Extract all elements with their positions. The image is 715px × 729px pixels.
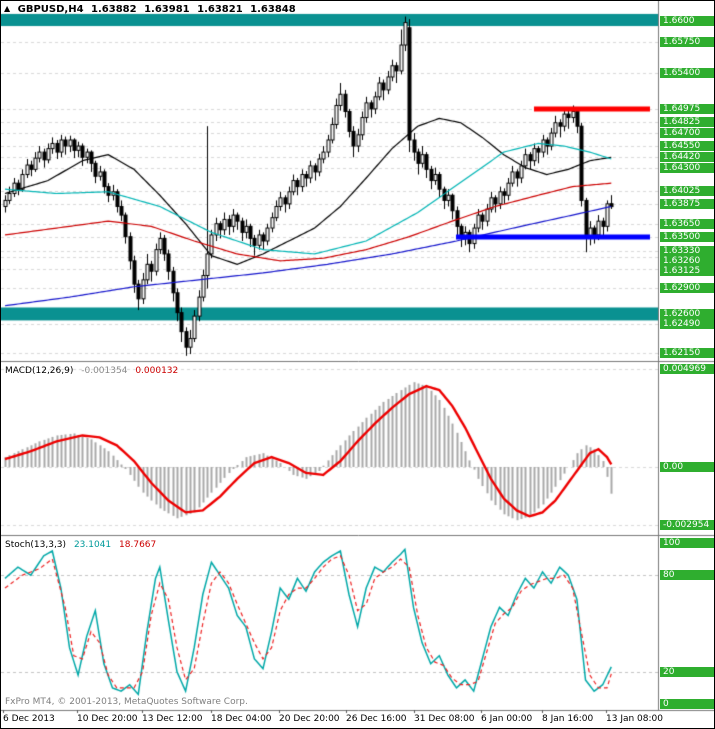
macd-axis-label: -0.002954 bbox=[660, 520, 714, 530]
price-axis-label: 1.65750 bbox=[660, 37, 714, 47]
price-axis-label: 1.63875 bbox=[660, 199, 714, 209]
chart-open-value: 1.63882 bbox=[91, 4, 137, 15]
price-axis-label: 1.64700 bbox=[660, 128, 714, 138]
macd-indicator-label: MACD(12,26,9) -0.001354 0.000132 bbox=[5, 366, 183, 376]
macd-name: MACD(12,26,9) bbox=[5, 366, 74, 376]
price-axis-label: 1.64825 bbox=[660, 117, 714, 127]
price-axis-label: 1.64550 bbox=[660, 141, 714, 151]
price-axis-label: 1.62150 bbox=[660, 348, 714, 358]
price-axis-label: 1.62900 bbox=[660, 283, 714, 293]
price-axis-label: 1.62490 bbox=[660, 319, 714, 329]
price-axis-label: 1.62600 bbox=[660, 309, 714, 319]
price-axis-label: 1.64975 bbox=[660, 104, 714, 114]
time-axis-label: 18 Dec 04:00 bbox=[211, 714, 272, 724]
price-axis-label: 1.63260 bbox=[660, 256, 714, 266]
stoch-d-value: 18.7667 bbox=[119, 540, 157, 550]
time-axis-label: 8 Jan 16:00 bbox=[542, 714, 594, 724]
macd-main-value: -0.001354 bbox=[81, 366, 128, 376]
chart-close-value: 1.63848 bbox=[250, 4, 296, 15]
stoch-k-value: 23.1041 bbox=[73, 540, 112, 550]
time-axis-label: 31 Dec 08:00 bbox=[414, 714, 475, 724]
chart-low-value: 1.63821 bbox=[197, 4, 243, 15]
stoch-indicator-label: Stoch(13,3,3) 23.1041 18.7667 bbox=[5, 540, 161, 550]
price-axis-label: 1.63650 bbox=[660, 219, 714, 229]
stoch-name: Stoch(13,3,3) bbox=[5, 540, 67, 550]
price-axis-label: 1.64025 bbox=[660, 186, 714, 196]
chart-high-value: 1.63981 bbox=[144, 4, 190, 15]
macd-axis-label: 0.00 bbox=[660, 462, 714, 472]
price-axis-label: 1.6600 bbox=[660, 16, 714, 26]
time-axis-label: 13 Dec 12:00 bbox=[142, 714, 203, 724]
chart-symbol-period: GBPUSD,H4 bbox=[17, 4, 84, 15]
chart-arrow-icon: ▲ bbox=[4, 4, 11, 13]
price-axis-label: 1.64300 bbox=[660, 163, 714, 173]
time-axis-label: 20 Dec 20:00 bbox=[279, 714, 340, 724]
time-axis-label: 10 Dec 20:00 bbox=[77, 714, 138, 724]
chart-title: ▲ GBPUSD,H4 1.63882 1.63981 1.63821 1.63… bbox=[4, 4, 300, 15]
price-axis-label: 1.63500 bbox=[660, 232, 714, 242]
time-axis-label: 6 Dec 2013 bbox=[3, 714, 55, 724]
stoch-axis-label: 0 bbox=[660, 699, 714, 709]
time-axis-label: 26 Dec 16:00 bbox=[346, 714, 407, 724]
stoch-axis-label: 20 bbox=[660, 667, 714, 677]
stoch-axis-label: 100 bbox=[660, 538, 714, 548]
stoch-axis-label: 80 bbox=[660, 570, 714, 580]
time-axis-label: 6 Jan 00:00 bbox=[481, 714, 533, 724]
price-axis-label: 1.65400 bbox=[660, 68, 714, 78]
price-axis-label: 1.63125 bbox=[660, 266, 714, 276]
price-axis-label: 1.63330 bbox=[660, 246, 714, 256]
macd-signal-value: 0.000132 bbox=[135, 366, 179, 376]
price-axis-label: 1.64420 bbox=[660, 152, 714, 162]
macd-axis-label: 0.004969 bbox=[660, 364, 714, 374]
time-axis-label: 13 Jan 08:00 bbox=[606, 714, 663, 724]
copyright-text: FxPro MT4, © 2001-2013, MetaQuotes Softw… bbox=[5, 697, 248, 707]
